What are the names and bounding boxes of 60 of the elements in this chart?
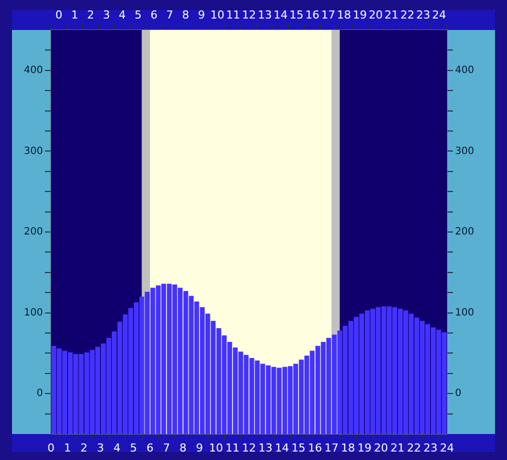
x-tick-label: 24 [440, 441, 454, 454]
x2-tick-label: 5 [134, 8, 142, 22]
x2-tick-label: 16 [305, 8, 320, 22]
y-tick-label: 0 [36, 388, 43, 400]
y2-tick-label: 300 [455, 146, 474, 157]
x-tick-label: 1 [64, 441, 71, 454]
x-tick-label: 6 [146, 441, 154, 454]
y2-tick-label: 400 [455, 64, 474, 76]
y2-tick-label: 100 [455, 307, 474, 318]
x-tick-label: 2 [80, 441, 88, 454]
x2-tick-label: 23 [416, 8, 430, 22]
y2-tick-label: 200 [455, 226, 474, 238]
x2-tick-label: 4 [118, 8, 126, 22]
x2-tick-label: 8 [182, 8, 190, 22]
x2-tick-label: 2 [87, 8, 94, 22]
y-tick-label: 400 [24, 64, 43, 76]
x2-tick-label: 10 [210, 8, 224, 22]
x2-tick-label: 24 [432, 8, 446, 22]
x-tick-label: 5 [130, 441, 137, 454]
x2-tick-label: 13 [258, 8, 272, 22]
x2-tick-label: 21 [384, 8, 399, 22]
x-tick-label: 18 [341, 441, 355, 454]
y-tick-label: 100 [24, 307, 43, 318]
x2-tick-label: 14 [274, 8, 288, 22]
x2-tick-label: 6 [150, 8, 158, 22]
x-tick-label: 15 [292, 441, 306, 454]
y-tick-label: 200 [24, 226, 43, 238]
x-tick-label: 10 [209, 441, 223, 454]
x2-tick-label: 18 [337, 8, 352, 22]
x2-tick-label: 19 [352, 8, 367, 22]
x2-tick-label: 20 [368, 8, 383, 22]
x-tick-label: 11 [226, 441, 240, 454]
x-tick-label: 22 [407, 441, 421, 454]
x2-tick-label: 7 [166, 8, 174, 22]
x2-tick-label: 9 [198, 8, 205, 22]
y-tick-label: 300 [24, 146, 43, 157]
x-tick-label: 0 [48, 441, 54, 454]
x2-tick-label: 17 [321, 8, 336, 22]
x-tick-label: 17 [324, 441, 338, 454]
x-tick-label: 13 [258, 441, 272, 454]
x-tick-label: 19 [358, 441, 372, 454]
x-tick-label: 16 [308, 441, 322, 454]
x-tick-label: 9 [196, 441, 203, 454]
y2-tick-label: 0 [455, 388, 462, 400]
x-tick-label: 20 [374, 441, 388, 454]
x2-tick-label: 15 [290, 8, 304, 22]
x-tick-label: 14 [275, 441, 289, 454]
x2-tick-label: 11 [226, 8, 240, 22]
x-tick-label: 3 [97, 441, 104, 454]
x2-tick-label: 12 [242, 8, 256, 22]
x2-tick-label: 22 [400, 8, 414, 22]
x2-tick-label: 0 [55, 8, 62, 22]
x-tick-label: 8 [180, 441, 186, 454]
x-tick-label: 7 [163, 441, 170, 454]
x2-tick-label: 1 [71, 8, 78, 22]
x-tick-label: 23 [424, 441, 438, 454]
x-tick-label: 4 [114, 441, 120, 454]
x-tick-label: 12 [242, 441, 256, 454]
x2-tick-label: 3 [102, 8, 110, 22]
x-tick-label: 21 [390, 441, 404, 454]
